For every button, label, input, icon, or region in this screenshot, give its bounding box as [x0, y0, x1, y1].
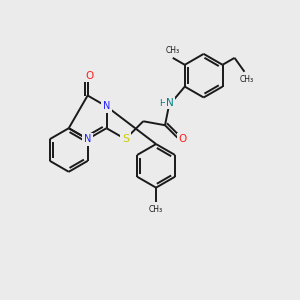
Text: CH₃: CH₃	[239, 75, 254, 84]
Text: S: S	[122, 134, 129, 144]
Text: CH₃: CH₃	[166, 46, 180, 55]
Text: O: O	[85, 71, 94, 81]
Text: O: O	[179, 134, 187, 144]
Text: H: H	[159, 99, 165, 108]
Text: N: N	[84, 134, 91, 144]
Text: CH₃: CH₃	[149, 206, 163, 214]
Text: N: N	[103, 101, 110, 111]
Text: N: N	[166, 98, 174, 108]
